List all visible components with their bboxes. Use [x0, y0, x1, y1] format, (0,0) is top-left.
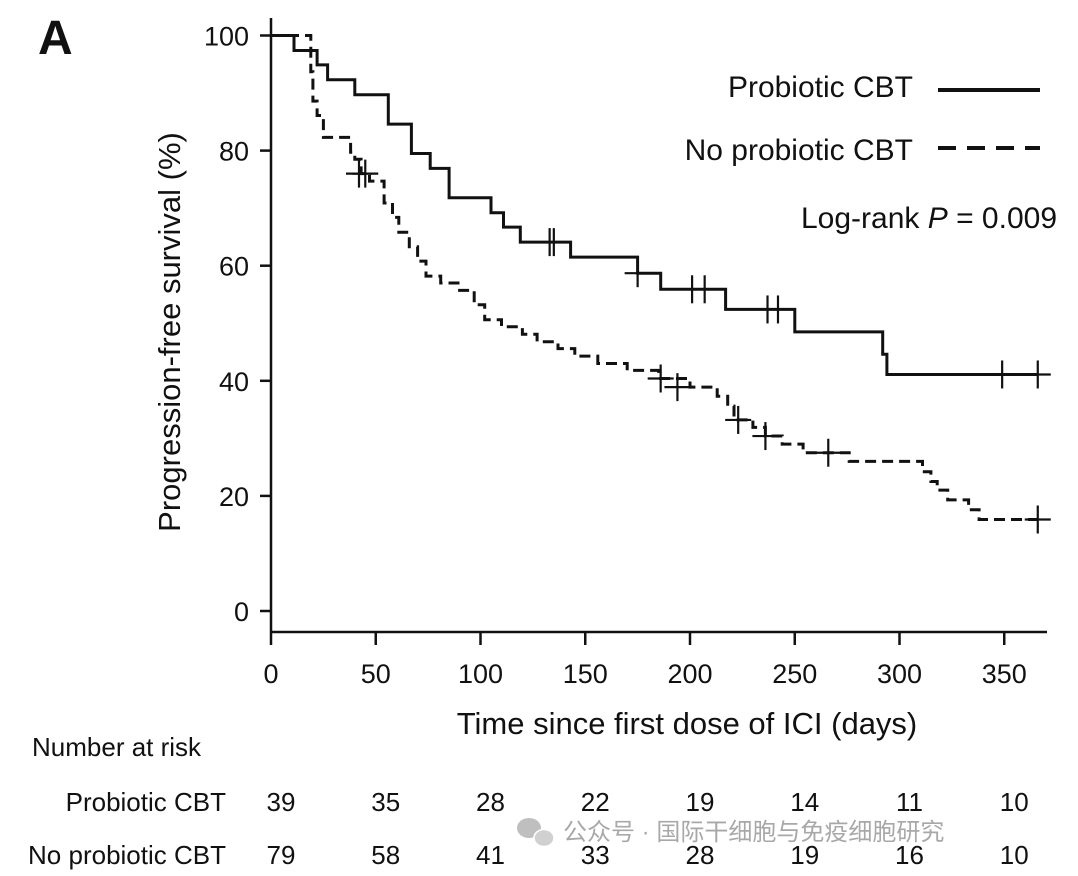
risk-row-label-no-probiotic: No probiotic CBT: [28, 840, 226, 870]
risk-value-1-7: 10: [1000, 840, 1029, 870]
risk-value-0-1: 35: [371, 787, 400, 817]
risk-value-0-3: 22: [581, 787, 610, 817]
watermark: 公众号 · 国际干细胞与免疫细胞研究: [517, 818, 944, 848]
risk-value-0-4: 19: [686, 787, 715, 817]
y-tick-label-60: 60: [219, 252, 249, 282]
x-tick-label-200: 200: [667, 659, 712, 689]
series-probiotic-cbt: [271, 34, 1051, 389]
risk-value-0-6: 11: [896, 787, 923, 817]
risk-table-title: Number at risk: [32, 732, 202, 762]
risk-table-values: 39 35 28 22 19 14 11 10 79 58 41 33 28 19 16 10: [267, 787, 1029, 870]
risk-value-1-6: 16: [895, 840, 924, 870]
risk-value-1-0: 79: [267, 840, 296, 870]
x-tick-label-250: 250: [772, 659, 817, 689]
x-tick-label-350: 350: [982, 659, 1027, 689]
series-no-probiotic-cbt: [271, 34, 1051, 534]
axes: 0 20 40 60 80 100 0 50 100 150 200 250 300 350: [204, 18, 1047, 689]
risk-value-0-7: 10: [1000, 787, 1029, 817]
y-tick-label-20: 20: [219, 482, 249, 512]
legend: Probiotic CBT No probiotic CBT: [685, 71, 1040, 167]
series-line-1: [271, 34, 1038, 521]
panel-label: A: [38, 12, 73, 65]
risk-row-label-probiotic: Probiotic CBT: [66, 787, 226, 817]
risk-value-1-1: 58: [371, 840, 400, 870]
risk-value-0-0: 39: [267, 787, 296, 817]
risk-value-1-2: 41: [476, 840, 505, 870]
y-tick-label-40: 40: [219, 367, 249, 397]
legend-label-no-probiotic: No probiotic CBT: [685, 134, 913, 167]
x-tick-label-150: 150: [563, 659, 608, 689]
log-rank-annotation: Log-rank P = 0.009: [801, 202, 1057, 235]
risk-value-1-3: 33: [581, 840, 610, 870]
y-tick-label-0: 0: [234, 597, 249, 627]
legend-label-probiotic: Probiotic CBT: [728, 71, 913, 104]
x-tick-label-100: 100: [458, 659, 503, 689]
x-tick-label-0: 0: [263, 659, 278, 689]
series-layer: [271, 34, 1051, 534]
x-axis-label: Time since first dose of ICI (days): [457, 706, 918, 741]
y-axis-label: Progression-free survival (%): [152, 132, 187, 532]
y-tick-label-80: 80: [219, 137, 249, 167]
y-tick-label-100: 100: [204, 22, 249, 52]
risk-value-0-2: 28: [476, 787, 505, 817]
wechat-icon: [517, 818, 555, 848]
risk-value-1-5: 19: [790, 840, 819, 870]
x-tick-label-50: 50: [361, 659, 391, 689]
x-tick-label-300: 300: [877, 659, 922, 689]
watermark-text: 公众号 · 国际干细胞与免疫细胞研究: [563, 819, 944, 846]
risk-value-0-5: 14: [790, 787, 819, 817]
risk-value-1-4: 28: [686, 840, 715, 870]
